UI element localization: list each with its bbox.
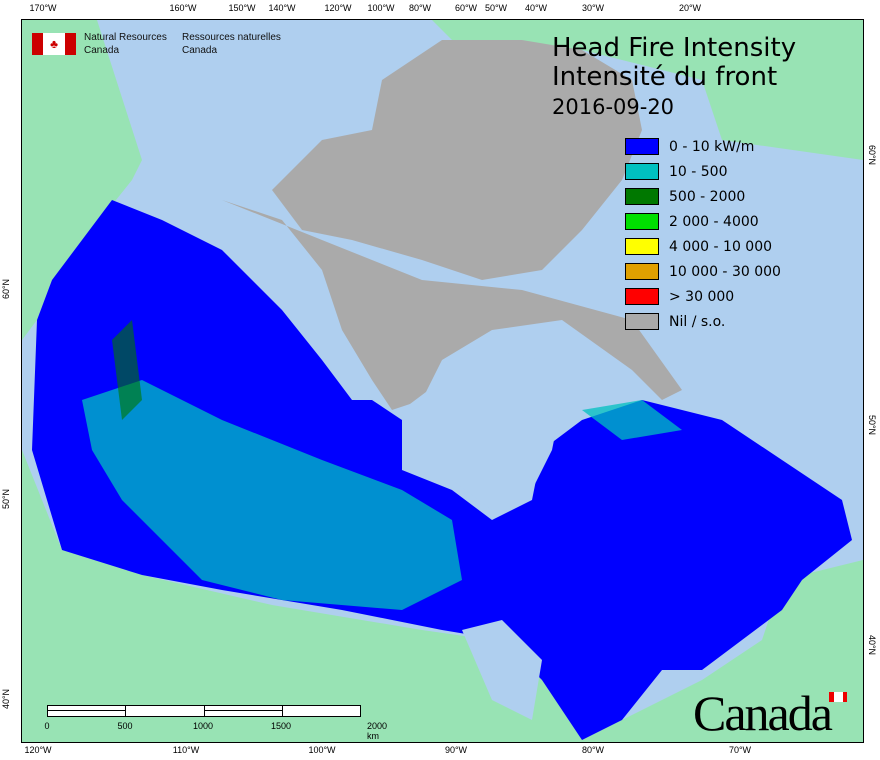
lon-label: 50°W: [484, 3, 508, 13]
lon-label: 160°W: [169, 3, 197, 13]
legend-label: 10 - 500: [669, 163, 728, 180]
legend-item: 2 000 - 4000: [625, 209, 781, 234]
lon-label: 20°W: [678, 3, 702, 13]
legend-swatch: [625, 163, 659, 180]
map-canvas: [22, 20, 863, 742]
legend-label: 4 000 - 10 000: [669, 238, 773, 255]
legend-label: 0 - 10 kW/m: [669, 138, 755, 155]
title-fr: Intensité du front: [552, 62, 778, 92]
lon-label: 120°W: [24, 745, 52, 755]
lon-label: 80°W: [408, 3, 432, 13]
intensity-10-500-east: [582, 400, 682, 440]
hudson-bay: [402, 350, 562, 510]
legend-label: 500 - 2000: [669, 188, 746, 205]
legend-item: > 30 000: [625, 284, 781, 309]
lon-label: 70°W: [728, 745, 752, 755]
legend-item: Nil / s.o.: [625, 309, 781, 334]
lat-label: 60°N: [1, 278, 12, 300]
canada-wordmark: Canada: [693, 685, 833, 741]
scale-bar: 0 500 1000 1500 2000 km: [44, 705, 387, 741]
map-date: 2016-09-20: [552, 95, 675, 119]
scale-label: 2000 km: [366, 721, 388, 741]
lat-label: 60°N: [867, 144, 878, 166]
legend-swatch: [625, 238, 659, 255]
scale-label: 0: [44, 721, 50, 731]
legend-label: > 30 000: [669, 288, 735, 305]
legend-swatch: [625, 213, 659, 230]
lon-label: 150°W: [228, 3, 256, 13]
lon-label: 100°W: [367, 3, 395, 13]
great-lakes: [462, 620, 542, 720]
lon-label: 60°W: [454, 3, 478, 13]
lat-label: 40°N: [867, 634, 878, 656]
lon-label: 120°W: [324, 3, 352, 13]
lon-label: 140°W: [268, 3, 296, 13]
org-name-en: Natural Resources Canada: [84, 32, 167, 56]
title-en: Head Fire Intensity: [552, 33, 797, 63]
lat-label: 40°N: [1, 688, 12, 710]
wordmark-flag-icon: [829, 692, 847, 702]
legend-swatch: [625, 138, 659, 155]
legend-item: 0 - 10 kW/m: [625, 134, 781, 159]
canada-flag-icon: ♣: [32, 33, 76, 55]
lon-label: 40°W: [524, 3, 548, 13]
legend-swatch: [625, 263, 659, 280]
lon-label: 90°W: [444, 745, 468, 755]
lat-label: 50°N: [867, 414, 878, 436]
scale-label: 1000: [192, 721, 214, 731]
org-name-fr: Ressources naturelles Canada: [182, 32, 281, 56]
intensity-500-2000: [112, 320, 142, 420]
legend-item: 10 000 - 30 000: [625, 259, 781, 284]
lon-label: 30°W: [581, 3, 605, 13]
legend-swatch: [625, 313, 659, 330]
arctic-north: [142, 180, 682, 410]
scale-label: 500: [117, 721, 133, 731]
nrcan-signature: ♣ Natural Resources Canada Ressources na…: [32, 31, 282, 57]
map-title: Head Fire Intensity Intensité du front 2…: [552, 34, 796, 122]
arctic-islands: [272, 40, 642, 280]
legend: 0 - 10 kW/m 10 - 500 500 - 2000 2 000 - 400…: [625, 134, 781, 334]
canada-mainland: [32, 200, 852, 740]
legend-label: 10 000 - 30 000: [669, 263, 781, 280]
lon-label: 80°W: [581, 745, 605, 755]
lon-label: 110°W: [172, 745, 200, 755]
usa: [22, 450, 863, 742]
lon-label: 100°W: [308, 745, 336, 755]
legend-swatch: [625, 188, 659, 205]
legend-item: 4 000 - 10 000: [625, 234, 781, 259]
legend-item: 500 - 2000: [625, 184, 781, 209]
scale-label: 1500: [270, 721, 292, 731]
lon-label: 170°W: [29, 3, 57, 13]
lat-label: 50°N: [1, 488, 12, 510]
legend-item: 10 - 500: [625, 159, 781, 184]
map-frame: [21, 19, 864, 743]
alaska: [22, 20, 142, 340]
legend-label: 2 000 - 4000: [669, 213, 759, 230]
legend-swatch: [625, 288, 659, 305]
intensity-10-500-west: [82, 380, 462, 610]
legend-label: Nil / s.o.: [669, 313, 726, 330]
